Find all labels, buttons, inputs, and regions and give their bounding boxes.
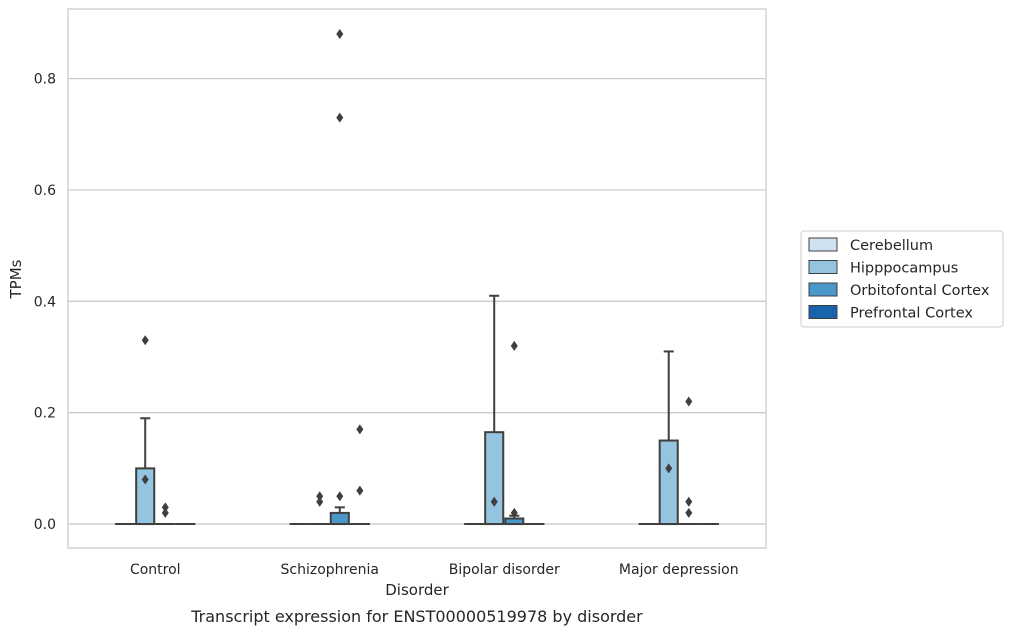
outlier-point	[665, 463, 673, 474]
y-tick-label: 0.6	[34, 183, 56, 199]
outlier-point	[490, 496, 498, 507]
box-group	[658, 350, 679, 526]
outlier-point	[161, 502, 169, 513]
outlier-point	[685, 496, 693, 507]
box-group	[329, 29, 350, 526]
legend-label: Cerebellum	[850, 238, 933, 254]
outlier-point	[336, 491, 344, 502]
x-tick-label: Schizophrenia	[281, 562, 379, 578]
y-tick-label: 0.2	[34, 406, 56, 422]
box-group	[349, 424, 370, 526]
legend-swatch	[808, 237, 838, 252]
legend-swatch	[808, 260, 838, 274]
outlier-point	[141, 474, 149, 485]
legend-swatch	[808, 305, 838, 319]
box-group	[484, 294, 505, 526]
legend: Cerebellum Hipppocampus Orbitofontal Corte…	[800, 230, 1004, 328]
outlier-point	[336, 29, 344, 40]
y-tick-label: 0.8	[34, 72, 56, 88]
x-tick-label: Control	[130, 562, 181, 578]
legend-frame	[800, 230, 1004, 328]
y-tick-label: 0.4	[34, 294, 56, 310]
y-tick-labels: 0.0 0.2 0.4 0.6 0.8	[34, 72, 56, 533]
x-tick-labels: Control Schizophrenia Bipolar disorder Majo…	[130, 562, 739, 578]
outlier-point	[356, 424, 364, 435]
outlier-point	[685, 507, 693, 518]
x-tick-label: Bipolar disorder	[449, 562, 560, 578]
legend-swatch	[808, 282, 838, 297]
box-body	[658, 439, 679, 526]
box-group	[504, 340, 525, 526]
box-group	[155, 502, 176, 526]
outlier-point	[336, 112, 344, 123]
legend-label: Hipppocampus	[850, 261, 958, 277]
x-axis-label: Disorder	[385, 581, 449, 599]
box-body	[329, 511, 350, 526]
x-tick-label: Major depression	[619, 562, 739, 578]
outlier-point	[316, 491, 324, 502]
outlier-point	[510, 507, 518, 518]
boxes	[115, 29, 719, 526]
outlier-point	[510, 340, 518, 351]
outlier-point	[141, 335, 149, 346]
legend-label: Prefrontal Cortex	[850, 306, 973, 322]
outlier-point	[316, 496, 324, 507]
box-group	[678, 396, 699, 526]
legend-label: Orbitofontal Cortex	[850, 283, 990, 299]
box-group	[135, 335, 156, 526]
box-body	[484, 431, 505, 526]
outlier-point	[685, 396, 693, 407]
y-tick-label: 0.0	[34, 517, 56, 533]
box-group	[309, 491, 330, 526]
outlier-point	[356, 485, 364, 496]
outlier-point	[161, 507, 169, 518]
chart-caption: Transcript expression for ENST0000051997…	[190, 607, 643, 626]
plot-frame	[67, 8, 767, 549]
y-axis-label: TPMs	[7, 259, 25, 299]
